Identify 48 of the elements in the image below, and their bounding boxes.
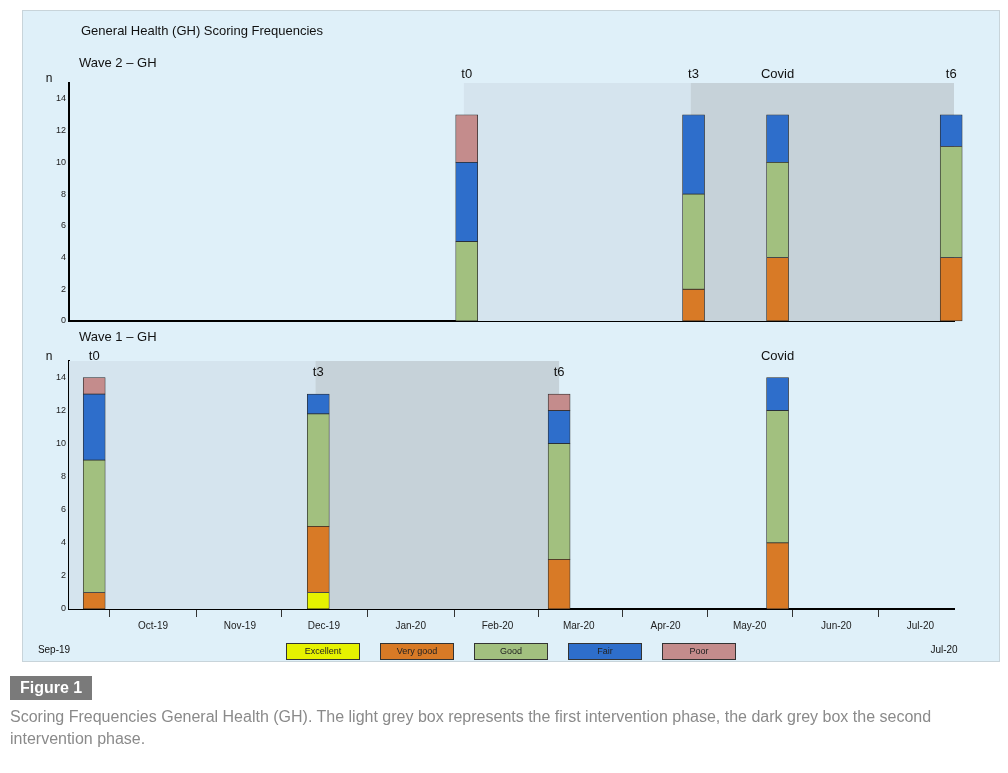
y-tick-label: 14 xyxy=(56,372,67,383)
y-tick-label: 6 xyxy=(61,504,67,515)
x-tick-label: Mar-20 xyxy=(562,619,595,631)
annotation: t0 xyxy=(461,66,473,82)
y-axis-title: n xyxy=(45,349,53,364)
y-tick-label: 6 xyxy=(61,220,67,231)
y-tick-label: 8 xyxy=(61,188,67,199)
text: Jul-20 xyxy=(930,643,959,655)
y-tick-label: 2 xyxy=(61,570,67,581)
y-tick-label: 10 xyxy=(56,156,67,167)
y-axis-title: n xyxy=(45,71,53,86)
annotation: t6 xyxy=(553,364,565,380)
y-tick-label: 14 xyxy=(56,93,67,104)
y-tick-label: 12 xyxy=(56,125,67,136)
annotation: Covid xyxy=(760,66,795,82)
caption: Figure 1 xyxy=(10,676,93,700)
chart-title: General Health (GH) Scoring Frequencies xyxy=(81,23,324,38)
x-tick-label: May-20 xyxy=(732,619,767,631)
y-tick-label: 10 xyxy=(56,438,67,449)
text: Very good xyxy=(380,643,454,660)
y-tick-label: 8 xyxy=(61,471,67,482)
text: Sep-19 xyxy=(37,643,71,655)
annotation: t3 xyxy=(312,364,324,380)
x-tick-label: Dec-19 xyxy=(307,619,341,631)
annotation: Covid xyxy=(760,347,795,363)
chart-subtitle: Wave 2 – GH xyxy=(79,55,157,70)
text: Scoring Frequencies General Health (GH). The light grey box represents the first intervention phase, the dark grey box the second intervention phase. xyxy=(10,707,933,749)
x-tick-label: Feb-20 xyxy=(481,619,514,631)
annotation: t3 xyxy=(688,66,699,82)
annotation: t0 xyxy=(88,347,100,363)
y-tick-label: 12 xyxy=(56,405,67,416)
annotation: t6 xyxy=(945,66,957,82)
y-tick-label: 4 xyxy=(61,252,67,263)
chart-title: Wave 1 – GH xyxy=(79,329,157,344)
y-tick-label: 0 xyxy=(61,315,67,326)
x-tick-label: Nov-19 xyxy=(223,619,257,631)
text: Poor xyxy=(662,643,736,660)
x-tick-label: Jan-20 xyxy=(395,619,427,631)
x-tick-label: Jun-20 xyxy=(821,619,853,631)
y-tick-label: 2 xyxy=(61,283,67,294)
x-tick-label: Apr-20 xyxy=(650,619,681,631)
y-tick-label: 0 xyxy=(61,603,67,614)
y-tick-label: 4 xyxy=(61,537,67,548)
x-tick-label: Jul-20 xyxy=(906,619,935,631)
text: Fair xyxy=(568,643,642,660)
text: Good xyxy=(474,643,548,660)
text: Excellent xyxy=(286,643,360,660)
x-tick-label: Oct-19 xyxy=(138,619,169,631)
